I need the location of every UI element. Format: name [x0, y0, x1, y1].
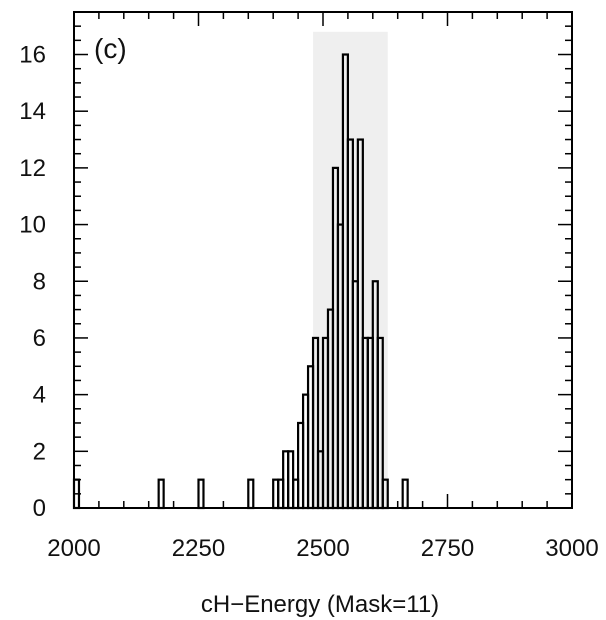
y-tick-label: 14: [19, 98, 46, 125]
histogram-bin: [401, 478, 409, 510]
x-tick-label: 2000: [47, 535, 100, 562]
highlight-band: [313, 31, 388, 509]
x-tick-label: 2500: [296, 535, 349, 562]
y-axis-ticks: 0 2 4 6 8 10 12 14 16: [19, 25, 572, 522]
x-axis-label: cH−Energy (Mask=11): [201, 591, 439, 618]
panel-label: (c): [94, 33, 127, 64]
histogram-bin: [157, 478, 165, 510]
highlight-band-layer: [313, 31, 388, 509]
x-tick-label: 3000: [545, 535, 598, 562]
x-tick-label: 2750: [421, 535, 474, 562]
y-tick-label: 0: [33, 495, 46, 522]
y-tick-label: 4: [33, 382, 46, 409]
y-tick-label: 12: [19, 155, 46, 182]
y-tick-label: 16: [19, 42, 46, 69]
x-tick-label: 2250: [172, 535, 225, 562]
y-tick-label: 8: [33, 268, 46, 295]
y-tick-label: 10: [19, 212, 46, 239]
y-tick-label: 2: [33, 438, 46, 465]
x-axis-ticks: 2000 2250 2500 2750 3000: [47, 12, 599, 562]
y-tick-label: 6: [33, 325, 46, 352]
